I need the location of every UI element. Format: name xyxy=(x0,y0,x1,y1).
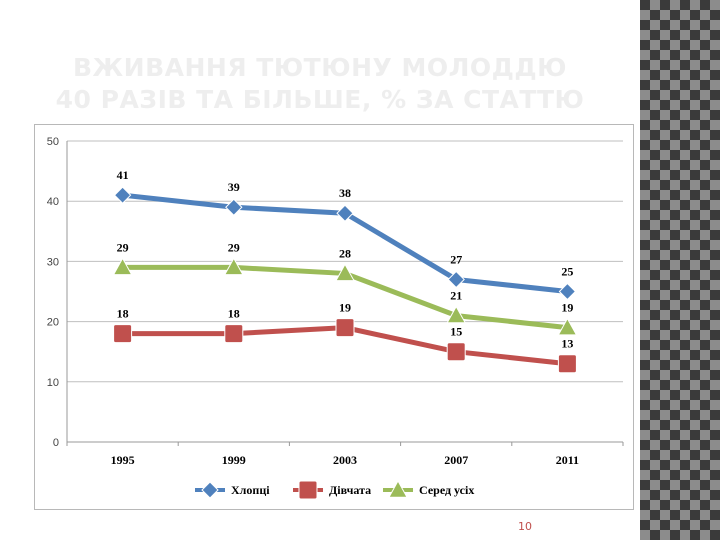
series-1 xyxy=(113,186,577,301)
title-line-1: ВЖИВАННЯ ТЮТЮНУ МОЛОДДЮ xyxy=(72,53,567,82)
legend-marker xyxy=(298,480,318,500)
data-point-marker xyxy=(112,257,133,276)
y-tick-label: 50 xyxy=(47,136,59,148)
data-label: 18 xyxy=(117,307,129,321)
data-label: 18 xyxy=(228,307,240,321)
y-tick-label: 0 xyxy=(53,437,59,449)
x-tick-label: 1999 xyxy=(222,453,246,467)
legend-marker xyxy=(388,479,408,498)
data-label: 15 xyxy=(450,325,462,339)
side-decorative-pattern xyxy=(640,0,720,540)
data-label: 21 xyxy=(450,289,462,303)
data-point-marker xyxy=(224,324,244,344)
legend-label: Дівчата xyxy=(329,483,371,497)
data-point-marker xyxy=(557,317,578,336)
data-point-marker xyxy=(558,282,577,301)
slide-title: ВЖИВАННЯ ТЮТЮНУ МОЛОДДЮ 40 РАЗІВ ТА БІЛЬ… xyxy=(20,52,620,116)
x-tick-label: 2011 xyxy=(556,453,579,467)
x-tick-label: 2007 xyxy=(444,453,468,467)
y-tick-label: 30 xyxy=(47,256,59,268)
data-point-marker xyxy=(225,198,243,216)
x-tick-label: 2003 xyxy=(333,453,357,467)
title-line-2: 40 РАЗІВ ТА БІЛЬШЕ, % ЗА СТАТТЮ xyxy=(55,85,585,114)
legend-item: Серед усіх xyxy=(383,479,474,498)
data-label: 13 xyxy=(561,337,573,351)
series-3 xyxy=(112,257,578,336)
x-tick-label: 1995 xyxy=(111,453,135,467)
line-chart: 0 10 20 30 40 50 1995 1999 2003 2007 2011 41 39 38 27 2… xyxy=(47,136,624,500)
legend-marker xyxy=(201,481,219,499)
data-label: 19 xyxy=(561,301,573,315)
data-point-marker xyxy=(113,324,133,344)
data-label: 29 xyxy=(117,240,129,254)
data-label: 39 xyxy=(228,180,240,194)
y-tick-label: 40 xyxy=(47,196,59,208)
y-tick-label: 20 xyxy=(47,317,59,329)
data-label: 38 xyxy=(339,186,351,200)
y-tick-label: 10 xyxy=(47,377,59,389)
legend-item: Дівчата xyxy=(293,480,371,500)
data-point-marker xyxy=(335,318,355,338)
data-label: 25 xyxy=(561,265,573,279)
data-point-marker xyxy=(446,342,466,362)
data-point-marker xyxy=(335,263,355,282)
page-number: 10 xyxy=(518,520,532,533)
data-label: 28 xyxy=(339,246,351,260)
data-point-marker xyxy=(223,257,244,276)
data-label: 29 xyxy=(228,240,240,254)
data-label: 27 xyxy=(450,252,462,266)
legend-item: Хлопці xyxy=(195,481,270,499)
data-point-marker xyxy=(336,204,354,222)
data-point-marker xyxy=(447,270,465,289)
legend-label: Серед усіх xyxy=(419,483,474,497)
data-point-marker xyxy=(446,305,467,324)
chart-frame: 0 10 20 30 40 50 1995 1999 2003 2007 2011 41 39 38 27 2… xyxy=(34,124,634,510)
data-label: 19 xyxy=(339,301,351,315)
series-2 xyxy=(113,318,577,374)
data-label: 41 xyxy=(117,168,129,182)
data-point-marker xyxy=(113,186,132,204)
legend-label: Хлопці xyxy=(231,483,270,497)
data-point-marker xyxy=(557,354,577,374)
